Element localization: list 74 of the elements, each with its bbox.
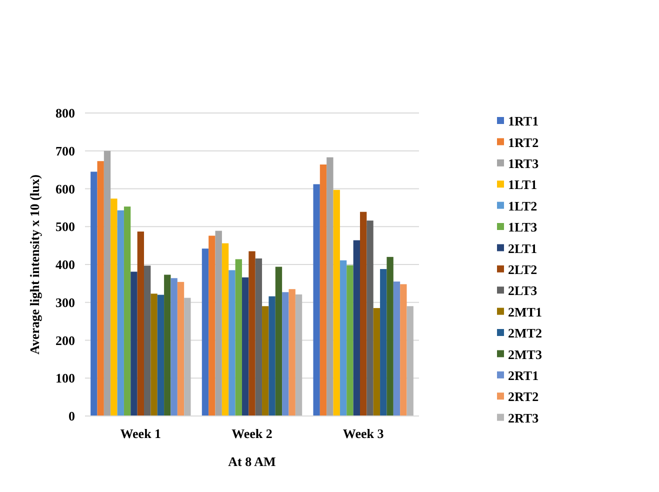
legend-label: 1LT3 [508, 220, 538, 235]
bar [222, 243, 229, 416]
bar [288, 289, 296, 416]
bar [130, 272, 138, 416]
y-axis-title: Average light intensity x 10 (lux) [27, 174, 42, 354]
bar [157, 294, 164, 416]
bar [400, 284, 407, 416]
bar [164, 274, 171, 416]
bar [333, 190, 340, 416]
bar [124, 206, 131, 416]
x-tick-label: Week 3 [342, 426, 384, 441]
y-tick-label: 400 [56, 257, 75, 272]
bar [184, 298, 191, 416]
bar [346, 265, 354, 416]
legend-label: 2RT2 [508, 389, 539, 404]
legend-label: 2MT2 [508, 326, 542, 341]
legend-label: 1RT2 [508, 134, 539, 150]
bar [97, 161, 104, 416]
bar [248, 251, 256, 416]
y-tick-label: 100 [56, 370, 75, 386]
bar [282, 292, 289, 416]
bar [353, 240, 360, 416]
bar [170, 278, 178, 416]
legend-label: 2RT1 [508, 368, 539, 383]
y-tick-label: 300 [56, 294, 75, 310]
y-tick-label: 0 [68, 408, 75, 424]
bar [242, 277, 249, 416]
bar [215, 230, 222, 416]
bar [117, 210, 124, 416]
legend-label: 2LT3 [508, 283, 538, 298]
legend-label: 2RT3 [508, 410, 540, 426]
y-tick-label: 500 [56, 219, 75, 234]
legend-label: 1RT3 [508, 156, 540, 171]
bar [313, 184, 320, 416]
bar [137, 232, 144, 416]
bar [360, 212, 367, 416]
bar [380, 269, 387, 416]
bar [320, 164, 327, 416]
bar [208, 236, 216, 416]
bar [235, 259, 242, 416]
legend-label: 1RT1 [508, 114, 539, 129]
legend-label: 2LT1 [508, 240, 538, 256]
bar [262, 306, 269, 416]
bar [144, 266, 151, 416]
legend-label: 2MT1 [508, 304, 542, 320]
bar [366, 220, 374, 416]
bar [255, 258, 262, 416]
bar [90, 172, 98, 416]
bar [373, 308, 380, 416]
y-tick-label: 200 [56, 332, 75, 348]
bar [177, 282, 184, 416]
x-axis-title: At 8 AM [228, 454, 276, 469]
y-tick-label: 600 [56, 181, 75, 196]
bar [150, 294, 158, 416]
bar [386, 256, 394, 416]
bar [202, 248, 209, 416]
bar [340, 260, 347, 416]
bar [326, 157, 334, 416]
legend-label: 1LT1 [508, 177, 538, 192]
bar [104, 150, 111, 416]
bar [393, 282, 400, 416]
bar [406, 306, 414, 416]
x-tick-label: Week 2 [232, 426, 272, 441]
bar [110, 198, 118, 416]
x-tick-label: Week 1 [120, 426, 162, 441]
bar [268, 296, 276, 416]
legend-label: 1LT2 [508, 198, 538, 214]
bar [275, 266, 282, 416]
legend-label: 2LT2 [508, 262, 538, 277]
y-tick-label: 800 [56, 106, 75, 121]
legend-label: 2MT3 [508, 346, 542, 362]
y-tick-label: 700 [56, 143, 75, 158]
bar [295, 294, 302, 416]
bar [228, 270, 236, 416]
